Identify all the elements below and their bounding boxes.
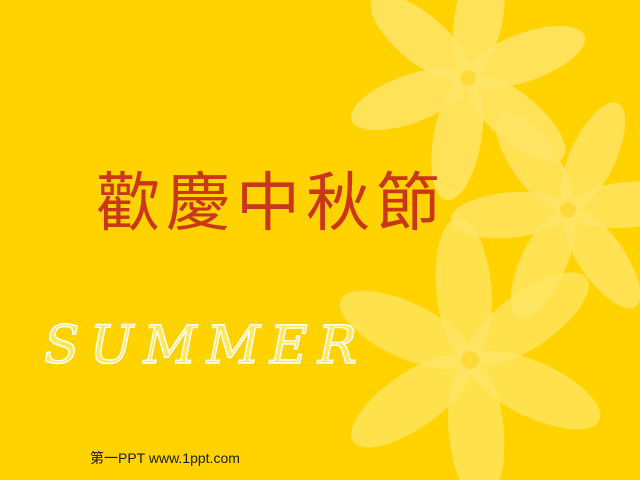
- slide-title: 歡慶中秋節: [96, 167, 446, 241]
- footer-text: 第一PPT www.1ppt.com: [90, 450, 240, 466]
- slide-subtitle: SUMMER: [43, 316, 368, 376]
